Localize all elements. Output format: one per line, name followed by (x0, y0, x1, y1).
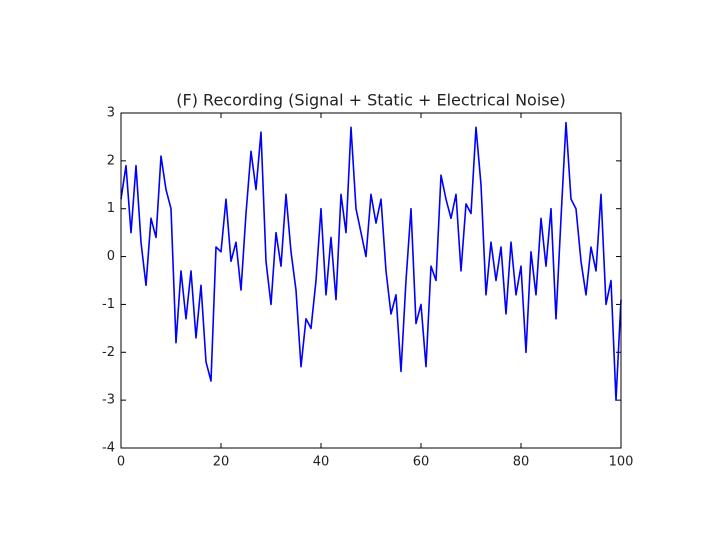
x-tick-label: 0 (117, 455, 125, 470)
x-tick-label: 80 (513, 455, 530, 470)
y-tick-label: -1 (102, 297, 115, 312)
y-tick-label: -3 (102, 393, 115, 408)
x-tick-label: 100 (609, 455, 634, 470)
x-tick-label: 60 (413, 455, 430, 470)
x-tick-label: 20 (213, 455, 230, 470)
y-tick-label: -2 (102, 345, 115, 360)
y-tick-label: 3 (107, 106, 115, 121)
chart-title: (F) Recording (Signal + Static + Electri… (176, 91, 565, 110)
y-tick-label: 1 (107, 201, 115, 216)
plot-frame (120, 112, 622, 449)
y-tick-label: 2 (107, 153, 115, 168)
data-line (120, 121, 622, 401)
y-tick-label: 0 (107, 249, 115, 264)
y-tick-label: -4 (102, 441, 115, 456)
x-tick-label: 40 (313, 455, 330, 470)
